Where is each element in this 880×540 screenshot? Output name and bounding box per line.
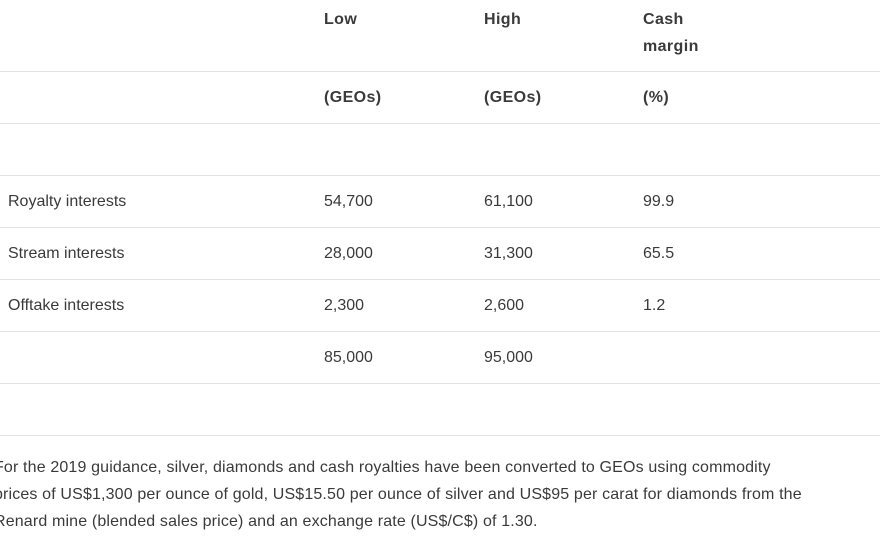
guidance-footnote: For the 2019 guidance, silver, diamonds … — [0, 454, 880, 535]
total-low: 85,000 — [324, 349, 373, 366]
unit-low: (GEOs) — [324, 89, 382, 106]
cell-cash-margin: 99.9 — [643, 193, 675, 210]
table-row: Offtake interests 2,300 2,600 1.2 — [0, 280, 880, 332]
table-units-row: (GEOs) (GEOs) (%) — [0, 72, 880, 124]
cell-high: 61,100 — [484, 193, 533, 210]
footnote-line: Renard mine (blended sales price) and an… — [0, 513, 538, 530]
row-label: Offtake interests — [8, 297, 125, 314]
column-header-cash-margin: Cash margin — [643, 11, 699, 55]
row-label: Stream interests — [8, 245, 125, 262]
table-spacer-row — [0, 124, 880, 176]
footnote-line: prices of US$1,300 per ounce of gold, US… — [0, 486, 802, 503]
cell-high: 31,300 — [484, 245, 533, 262]
table-row: Stream interests 28,000 31,300 65.5 — [0, 228, 880, 280]
footnote-line: For the 2019 guidance, silver, diamonds … — [0, 459, 771, 476]
unit-cash-margin: (%) — [643, 89, 670, 106]
column-header-high: High — [484, 11, 522, 28]
cell-low: 2,300 — [324, 297, 365, 314]
total-high: 95,000 — [484, 349, 533, 366]
unit-high: (GEOs) — [484, 89, 542, 106]
cell-cash-margin: 1.2 — [643, 297, 666, 314]
column-header-low: Low — [324, 11, 358, 28]
cell-low: 28,000 — [324, 245, 373, 262]
guidance-table: Low High Cash margin (GEOs) (GEOs) (%) R… — [0, 0, 880, 436]
cell-low: 54,700 — [324, 193, 373, 210]
table-blank-row — [0, 384, 880, 436]
table-row: Royalty interests 54,700 61,100 99.9 — [0, 176, 880, 228]
row-label: Royalty interests — [8, 193, 127, 210]
table-header-row: Low High Cash margin — [0, 0, 880, 72]
cell-cash-margin: 65.5 — [643, 245, 675, 262]
cell-high: 2,600 — [484, 297, 525, 314]
table-total-row: 85,000 95,000 — [0, 332, 880, 384]
